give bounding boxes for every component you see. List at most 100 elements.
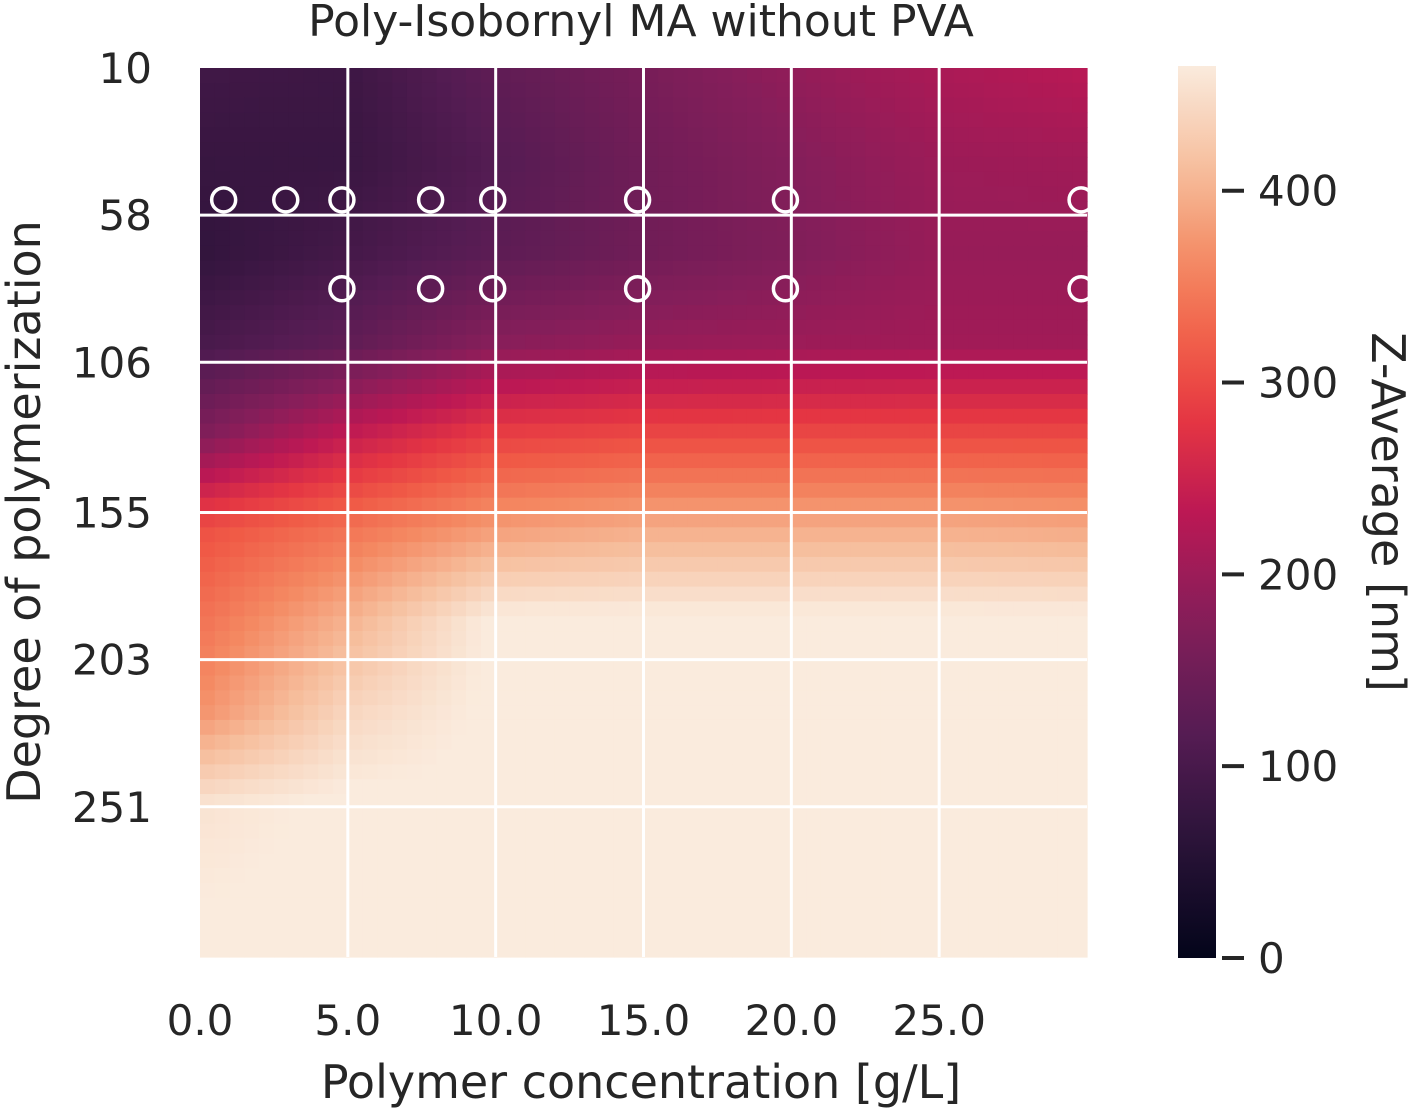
heatmap-cell [421, 482, 438, 499]
heatmap-cell [466, 142, 482, 158]
heatmap-cell [333, 927, 349, 943]
heatmap-cell [406, 438, 423, 454]
heatmap-cell [421, 127, 438, 143]
heatmap-cell [229, 216, 245, 232]
heatmap-cell [746, 438, 763, 454]
heatmap-cell [628, 631, 645, 647]
heatmap-cell [480, 142, 497, 158]
heatmap-cell [968, 275, 985, 291]
heatmap-cell [776, 334, 792, 351]
heatmap-cell [613, 334, 630, 351]
heatmap-cell [347, 408, 364, 425]
heatmap-cell [791, 942, 807, 958]
heatmap-cell [761, 556, 778, 573]
heatmap-cell [259, 660, 275, 677]
heatmap-cell [776, 942, 792, 958]
heatmap-cell [1042, 97, 1059, 114]
heatmap-cell [495, 438, 512, 454]
heatmap-cell [968, 556, 985, 573]
heatmap-cell [776, 453, 792, 469]
heatmap-cell [702, 779, 719, 795]
heatmap-cell [540, 853, 556, 869]
heatmap-cell [717, 675, 733, 691]
heatmap-cell [436, 112, 452, 128]
heatmap-cell [259, 230, 275, 247]
heatmap-cell [939, 112, 955, 128]
heatmap-cell [1027, 112, 1044, 128]
heatmap-cell [214, 497, 231, 514]
heatmap-cell [318, 260, 334, 277]
heatmap-cell [466, 305, 482, 321]
heatmap-cell [1013, 690, 1029, 706]
heatmap-cell [806, 112, 822, 128]
heatmap-cell [584, 245, 600, 262]
heatmap-cell [628, 942, 645, 958]
heatmap-cell [451, 319, 467, 336]
heatmap-cell [421, 645, 438, 662]
heatmap-cell [540, 764, 556, 780]
heatmap-cell [1027, 319, 1044, 336]
heatmap-cell [554, 142, 571, 158]
heatmap-cell [377, 779, 393, 795]
heatmap-cell [776, 216, 792, 232]
heatmap-cell [200, 127, 216, 143]
heatmap-cell [791, 171, 807, 188]
heatmap-cell [820, 245, 837, 262]
heatmap-cell [909, 68, 925, 84]
heatmap-cell [643, 97, 659, 114]
heatmap-cell [525, 512, 541, 528]
heatmap-cell [628, 586, 645, 602]
heatmap-cell [628, 616, 645, 632]
heatmap-cell [495, 216, 512, 232]
heatmap-cell [288, 823, 305, 840]
heatmap-cell [983, 897, 999, 914]
heatmap-cell [732, 319, 748, 336]
heatmap-cell [1027, 823, 1044, 840]
heatmap-cell [613, 156, 630, 173]
heatmap-cell [303, 675, 319, 691]
heatmap-cell [953, 379, 970, 395]
heatmap-cell [909, 912, 925, 928]
heatmap-cell [776, 690, 792, 706]
heatmap-cell [510, 112, 526, 128]
heatmap-cell [613, 897, 630, 914]
heatmap-cell [569, 186, 585, 202]
heatmap-cell [392, 616, 408, 632]
heatmap-cell [820, 468, 837, 484]
heatmap-cell [421, 838, 438, 854]
heatmap-cell [953, 497, 970, 514]
heatmap-cell [599, 438, 615, 454]
heatmap-cell [909, 201, 925, 217]
heatmap-cell [894, 897, 911, 914]
heatmap-cell [865, 97, 881, 114]
heatmap-cell [599, 882, 615, 899]
heatmap-cell [303, 631, 319, 647]
heatmap-cell [880, 468, 896, 484]
heatmap-cell [333, 319, 349, 336]
heatmap-cell [554, 171, 571, 188]
heatmap-cell [510, 601, 526, 617]
heatmap-cell [968, 512, 985, 528]
heatmap-cell [392, 675, 408, 691]
heatmap-cell [584, 705, 600, 721]
heatmap-cell [451, 260, 467, 277]
heatmap-cell [850, 823, 866, 840]
heatmap-cell [909, 305, 925, 321]
heatmap-cell [347, 556, 364, 573]
heatmap-cell [495, 112, 512, 128]
heatmap-cell [554, 823, 571, 840]
heatmap-cell [495, 364, 512, 380]
heatmap-cell [303, 245, 319, 262]
heatmap-cell [732, 171, 748, 188]
heatmap-cell [244, 142, 260, 158]
heatmap-cell [1013, 616, 1029, 632]
heatmap-cell [259, 897, 275, 914]
x-tick-label: 25.0 [892, 996, 986, 1045]
heatmap-cell [540, 542, 556, 558]
heatmap-cell [599, 912, 615, 928]
heatmap-cell [318, 379, 334, 395]
heatmap-cell [525, 719, 541, 736]
heatmap-cell [259, 468, 275, 484]
heatmap-cell [229, 675, 245, 691]
heatmap-cell [894, 912, 911, 928]
